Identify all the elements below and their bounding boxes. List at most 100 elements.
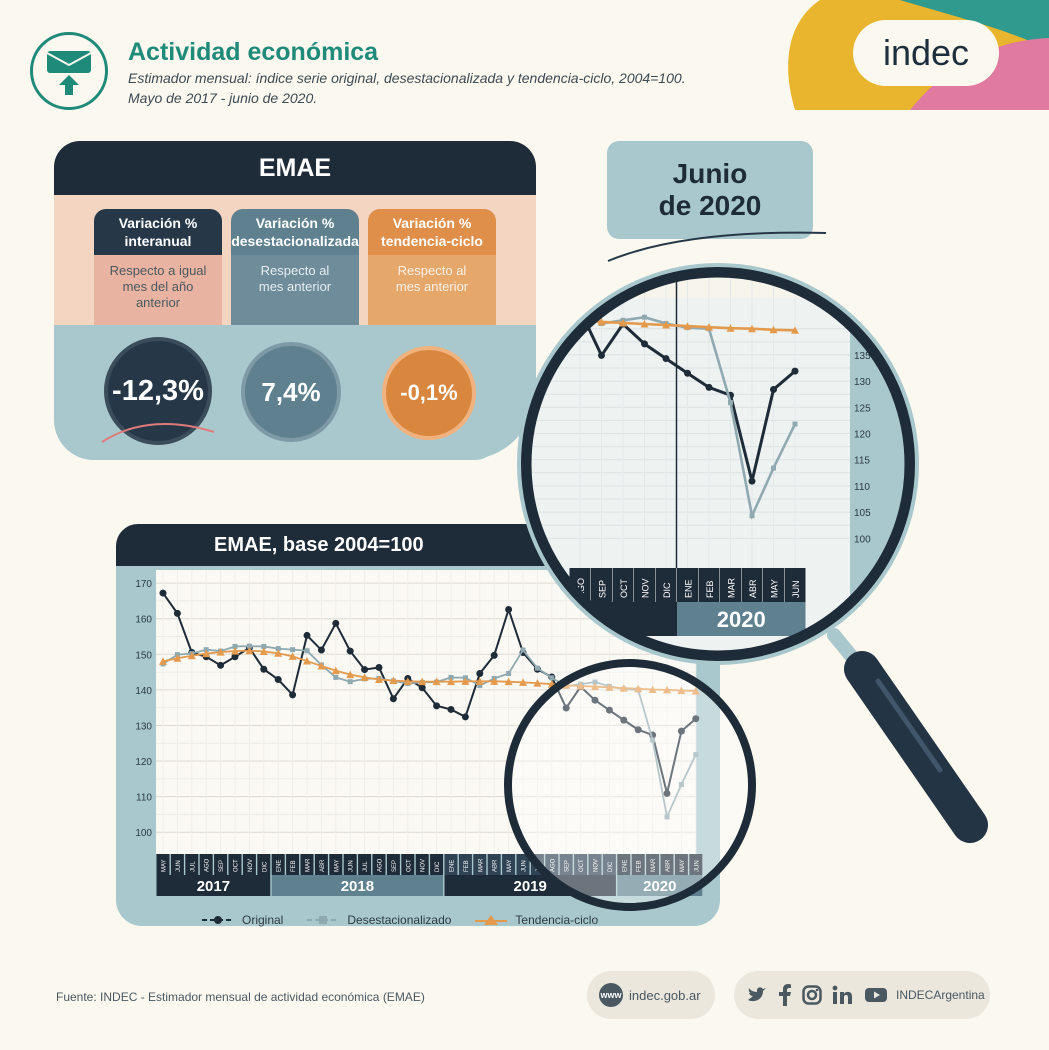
zoom-tendencia-point	[705, 323, 713, 331]
chart-series	[159, 589, 700, 820]
tendencia-point	[317, 662, 326, 670]
social-handle[interactable]: INDECArgentina	[896, 988, 985, 1002]
website-link[interactable]: www indec.gob.ar	[587, 971, 715, 1019]
zoom-month-label: FEB	[705, 580, 715, 598]
month-cell	[631, 854, 645, 875]
tendencia-point	[159, 657, 167, 665]
month-label: ENE	[622, 860, 628, 872]
month-cell	[674, 854, 688, 875]
month-label: AGO	[205, 858, 211, 872]
original-point	[217, 661, 225, 669]
economy-icon	[30, 32, 108, 110]
linkedin-icon[interactable]	[832, 985, 854, 1005]
original-point	[375, 663, 383, 671]
tendencia-point	[216, 648, 225, 656]
zoom-month-label: MAR	[727, 578, 737, 599]
desest-point	[650, 737, 656, 743]
month-label: NOV	[421, 859, 427, 872]
tendencia-point	[331, 666, 340, 675]
youtube-icon[interactable]	[864, 986, 888, 1004]
tendencia-point	[461, 677, 470, 685]
y-tick-label: 160	[135, 615, 152, 626]
zoom-desest-point	[792, 421, 798, 427]
year-cell	[156, 875, 271, 896]
zoom-series	[576, 306, 799, 521]
tendencia-point	[202, 649, 211, 658]
month-cell	[156, 854, 170, 875]
month-label: MAY	[162, 859, 168, 872]
emae-card-title: EMAE	[54, 141, 536, 195]
month-cell	[444, 854, 458, 875]
legend-tendencia: Tendencia-ciclo	[473, 913, 598, 927]
tendencia-heading-line2: tendencia-ciclo	[381, 233, 483, 249]
desest-description: Respecto al mes anterior	[231, 255, 359, 325]
zoom-month-cell	[741, 568, 763, 602]
tendencia-point	[346, 670, 355, 679]
month-cell	[257, 854, 271, 875]
original-point	[634, 726, 642, 734]
desest-point	[678, 782, 684, 788]
original-point	[505, 605, 513, 613]
page-period: Mayo de 2017 - junio de 2020.	[128, 90, 318, 106]
month-cell	[646, 854, 660, 875]
zoom-month-label: ENE	[684, 579, 694, 598]
instagram-icon[interactable]	[802, 985, 822, 1005]
small-lens	[504, 659, 756, 911]
desest-point	[534, 665, 540, 671]
zoom-desest-point	[749, 513, 755, 519]
y-tick-label: 170	[135, 579, 152, 590]
legend-desest-marker	[307, 916, 340, 924]
tendencia-point	[173, 654, 182, 662]
zoom-month-cell	[634, 568, 655, 602]
corner-teal-shape	[900, 0, 1049, 50]
original-point	[591, 696, 599, 704]
zoom-month-cell	[612, 568, 634, 602]
tendencia-point	[187, 651, 196, 660]
tendencia-point	[259, 647, 268, 655]
tendencia-point	[677, 686, 686, 695]
facebook-icon[interactable]	[778, 984, 792, 1006]
month-cell	[516, 854, 530, 875]
zoom-month-cell	[698, 568, 720, 602]
zoom-month-label: AGO	[576, 578, 586, 598]
original-point	[317, 646, 325, 654]
tendencia-point	[389, 676, 398, 685]
month-label: JUN	[176, 860, 182, 872]
month-label: DIC	[435, 861, 441, 872]
zoom-month-cell	[591, 568, 612, 602]
original-point	[332, 619, 340, 627]
month-label: ENE	[277, 860, 283, 872]
desest-heading: Variación % desestacionalizada	[231, 209, 359, 255]
tendencia-point	[519, 678, 527, 686]
twitter-icon[interactable]	[746, 985, 768, 1005]
desest-desc-line2: mes anterior	[258, 279, 332, 294]
zoom-tendencia-point	[619, 318, 627, 327]
month-cell	[185, 854, 199, 875]
tendencia-point	[619, 684, 628, 692]
tendencia-point	[375, 675, 383, 684]
zoom-desest-point	[771, 465, 776, 471]
desest-point	[261, 643, 267, 649]
tendencia-point	[231, 647, 239, 655]
indec-logo[interactable]: indec	[853, 20, 999, 86]
month-cell	[314, 854, 328, 875]
legend-tendencia-label: Tendencia-ciclo	[515, 913, 599, 927]
y-tick-label: 130	[135, 721, 152, 732]
tendencia-point	[591, 682, 599, 691]
tendencia-heading: Variación % tendencia-ciclo	[368, 209, 496, 255]
chart-year-axis: 2017 2018 2019 2020	[156, 875, 703, 896]
interanual-heading-line2: interanual	[124, 233, 192, 249]
y-tick-label: 140	[135, 686, 152, 697]
zoom-original-point	[576, 306, 584, 314]
interanual-value: -12,3%	[104, 337, 212, 445]
desest-value: 7,4%	[241, 342, 341, 442]
original-point	[620, 716, 628, 724]
desest-heading-line1: Variación %	[255, 215, 335, 231]
year-cell	[617, 875, 703, 896]
desest-point	[664, 814, 670, 820]
page-title: Actividad económica	[128, 38, 379, 66]
tendencia-point	[490, 677, 499, 685]
zoom-y-tick-label: 120	[854, 430, 871, 441]
month-cell	[300, 854, 314, 875]
